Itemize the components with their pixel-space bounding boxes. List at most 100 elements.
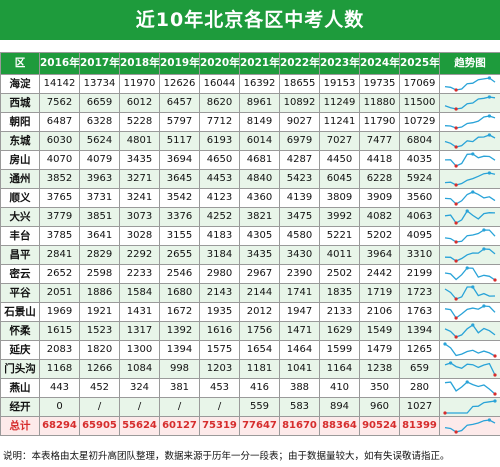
sparkline-max-marker (465, 209, 469, 213)
sparkline-line (444, 229, 496, 243)
count-cell: 3560 (399, 188, 440, 208)
count-cell: 3542 (159, 188, 200, 208)
sparkline-chart (444, 76, 496, 92)
count-cell: 3028 (119, 226, 160, 246)
count-cell: 81399 (399, 416, 440, 436)
count-cell: 60127 (159, 416, 200, 436)
count-cell: 2502 (319, 264, 360, 284)
year-header: 2023年 (319, 52, 360, 75)
sparkline-max-marker (487, 114, 491, 118)
count-cell: 2051 (39, 283, 80, 303)
count-cell: 75319 (199, 416, 240, 436)
count-cell: 3310 (399, 245, 440, 265)
trend-sparkline (439, 207, 500, 227)
count-cell: 452 (79, 378, 120, 398)
sparkline-max-marker (487, 133, 491, 137)
trend-sparkline (439, 226, 500, 246)
sparkline-min-marker (454, 335, 458, 339)
sparkline-max-marker (487, 171, 491, 175)
trend-sparkline (439, 302, 500, 322)
count-cell: 3821 (239, 207, 280, 227)
count-cell: 1947 (279, 302, 320, 322)
count-cell: 1719 (359, 283, 400, 303)
count-cell: 3430 (279, 245, 320, 265)
district-name: 怀柔 (0, 321, 40, 341)
count-cell: 1886 (79, 283, 120, 303)
sparkline-max-marker (471, 323, 475, 327)
trend-sparkline (439, 397, 500, 417)
count-cell: 1181 (239, 359, 280, 379)
count-cell: 1549 (359, 321, 400, 341)
table-row: 平谷 2051 1886 1584 1680 2143 2144 1741 1835 1719 17… (0, 283, 500, 303)
count-cell: 3435 (119, 150, 160, 170)
trend-sparkline (439, 245, 500, 265)
count-cell: 3073 (119, 207, 160, 227)
footnote: 说明：本表格由太星初升高团队整理，数据来源于历年一分一段表；由于数据量较大，如有… (3, 451, 450, 462)
sparkline-min-marker (443, 411, 447, 415)
count-cell: 9027 (279, 112, 320, 132)
count-cell: 3909 (359, 188, 400, 208)
count-cell: 2143 (199, 283, 240, 303)
count-cell: 3184 (199, 245, 240, 265)
count-cell: 1756 (239, 321, 280, 341)
count-cell: 81670 (279, 416, 320, 436)
table-row: 顺义 3765 3731 3241 3542 4123 4360 4139 3809 3909 35… (0, 188, 500, 208)
count-cell: 6030 (39, 131, 80, 151)
count-cell: 4360 (239, 188, 280, 208)
count-cell: 4450 (319, 150, 360, 170)
count-cell: 1317 (119, 321, 160, 341)
count-cell: 1027 (399, 397, 440, 417)
count-cell: 4580 (279, 226, 320, 246)
sparkline-line (444, 362, 496, 376)
sparkline-line (444, 305, 496, 319)
count-cell: 90524 (359, 416, 400, 436)
count-cell: 1763 (399, 302, 440, 322)
count-cell: 1584 (119, 283, 160, 303)
count-cell: 659 (399, 359, 440, 379)
sparkline-max-marker (487, 95, 491, 99)
total-label: 总计 (0, 416, 40, 436)
sparkline-chart (444, 361, 497, 377)
sparkline-min-marker (454, 126, 458, 130)
table-row: 西城 7562 6659 6012 6457 8620 8961 10892 11249 1188… (0, 93, 500, 113)
count-cell: 1265 (399, 340, 440, 360)
sparkline-chart (444, 323, 496, 339)
count-cell: 8620 (199, 93, 240, 113)
count-cell: 3435 (239, 245, 280, 265)
year-header: 2020年 (199, 52, 240, 75)
count-cell: 1084 (119, 359, 160, 379)
count-cell: 1464 (279, 340, 320, 360)
count-cell: 324 (119, 378, 160, 398)
count-cell: 1203 (199, 359, 240, 379)
table-row: 怀柔 1615 1523 1317 1392 1616 1756 1471 1629 1549 13… (0, 321, 500, 341)
sparkline-line (444, 267, 496, 281)
district-name: 平谷 (0, 283, 40, 303)
count-cell: 1523 (79, 321, 120, 341)
count-cell: 4650 (199, 150, 240, 170)
count-cell: / (199, 397, 240, 417)
year-header: 2021年 (239, 52, 280, 75)
sparkline-max-marker (482, 228, 486, 232)
sparkline-max-marker (443, 342, 447, 346)
sparkline-line (444, 419, 496, 433)
district-name: 房山 (0, 150, 40, 170)
district-header: 区 (0, 52, 40, 75)
count-cell: 7562 (39, 93, 80, 113)
trend-sparkline (439, 188, 500, 208)
count-cell: / (119, 397, 160, 417)
count-cell: 14142 (39, 74, 80, 94)
trend-sparkline (439, 93, 500, 113)
count-cell: 4252 (199, 207, 240, 227)
count-cell: 6045 (319, 169, 360, 189)
table-row: 石景山 1969 1921 1431 1672 1935 2012 1947 2133 2106 1… (0, 302, 500, 322)
count-cell: 3641 (79, 226, 120, 246)
count-cell: 2546 (159, 264, 200, 284)
count-cell: 2083 (39, 340, 80, 360)
count-cell: 2980 (199, 264, 240, 284)
district-name: 大兴 (0, 207, 40, 227)
district-name: 顺义 (0, 188, 40, 208)
sparkline-chart (444, 152, 496, 168)
count-cell: 6457 (159, 93, 200, 113)
count-cell: 4418 (359, 150, 400, 170)
